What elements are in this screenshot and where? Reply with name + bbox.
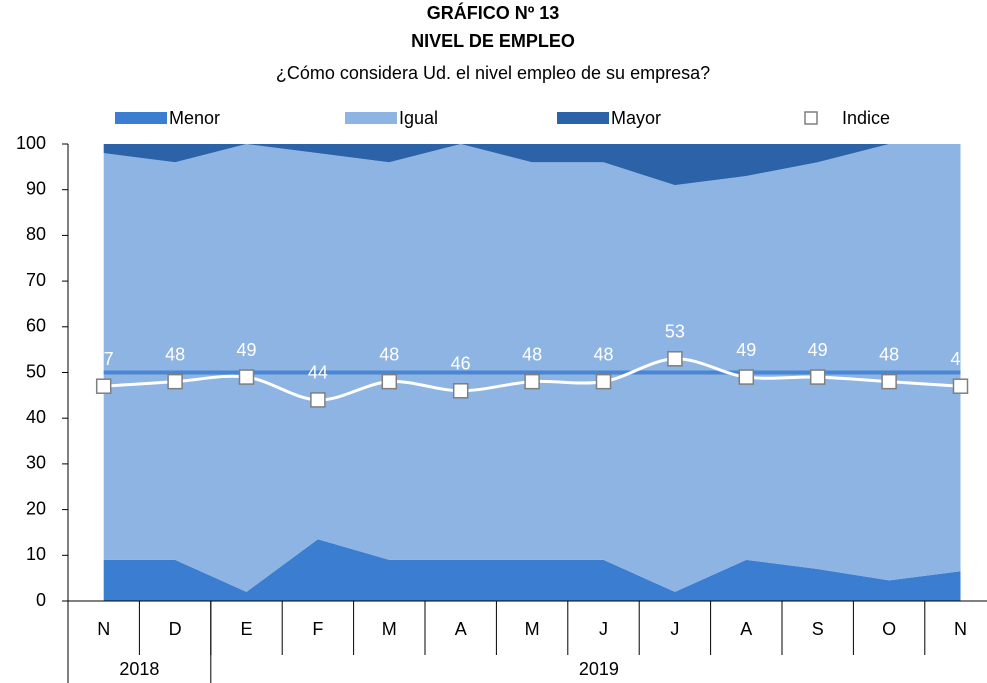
- legend-label: Indice: [842, 108, 890, 128]
- index-marker: [167, 373, 183, 390]
- y-tick-label: 20: [26, 498, 46, 518]
- data-label: 49: [236, 340, 256, 360]
- index-marker: [238, 369, 255, 385]
- legend-swatch: [345, 112, 397, 124]
- chart-subtitle: NIVEL DE EMPLEO: [411, 31, 575, 51]
- data-label: 53: [665, 322, 685, 342]
- legend-label: Mayor: [611, 108, 661, 128]
- y-tick-label: 50: [26, 361, 46, 381]
- legend-label: Menor: [169, 108, 220, 128]
- x-tick-label: F: [312, 619, 323, 639]
- index-marker: [95, 378, 112, 394]
- y-tick-label: 60: [26, 316, 46, 336]
- y-tick-label: 80: [26, 224, 46, 244]
- x-tick-label: J: [599, 619, 608, 639]
- data-label: 47: [94, 349, 114, 369]
- y-tick-label: 40: [26, 407, 46, 427]
- index-marker: [524, 373, 540, 390]
- data-label: 49: [808, 340, 828, 360]
- data-label: 44: [308, 363, 328, 383]
- y-tick-label: 90: [26, 178, 46, 198]
- x-group-label: 2018: [119, 659, 159, 679]
- index-marker: [809, 369, 826, 385]
- chart-question: ¿Cómo considera Ud. el nivel empleo de s…: [276, 63, 710, 83]
- index-marker: [738, 369, 755, 385]
- data-label: 48: [379, 344, 399, 364]
- x-tick-label: M: [525, 619, 540, 639]
- index-marker: [452, 383, 469, 399]
- legend-swatch: [115, 112, 167, 124]
- data-label: 48: [522, 344, 542, 364]
- area: [103, 144, 961, 186]
- data-label: 48: [593, 344, 613, 364]
- y-tick-label: 100: [16, 133, 46, 153]
- legend-swatch: [557, 112, 609, 124]
- x-tick-label: A: [455, 619, 467, 639]
- chart-title: GRÁFICO Nº 13: [427, 2, 560, 23]
- index-marker: [952, 378, 969, 394]
- index-marker: [381, 373, 398, 390]
- data-label: 47: [950, 349, 970, 369]
- data-label: 48: [879, 344, 899, 364]
- area: [103, 539, 961, 601]
- y-tick-label: 0: [36, 590, 46, 610]
- y-tick-label: 70: [26, 270, 46, 290]
- x-tick-label: E: [240, 619, 252, 639]
- area: [103, 144, 961, 592]
- index-marker: [310, 392, 326, 408]
- index-marker: [881, 373, 897, 390]
- x-tick-label: A: [740, 619, 752, 639]
- x-tick-label: N: [97, 619, 110, 639]
- data-label: 49: [736, 340, 756, 360]
- x-tick-label: M: [382, 619, 397, 639]
- legend-label: Igual: [399, 108, 438, 128]
- y-tick-label: 10: [26, 544, 46, 564]
- data-label: 46: [451, 354, 471, 374]
- index-marker: [667, 351, 683, 367]
- x-tick-label: O: [882, 619, 896, 639]
- x-group-label: 2019: [579, 659, 619, 679]
- index-marker: [595, 373, 612, 390]
- x-tick-label: J: [670, 619, 679, 639]
- data-label: 48: [165, 344, 185, 364]
- legend-marker: [804, 111, 818, 125]
- x-tick-label: D: [169, 619, 182, 639]
- x-tick-label: N: [954, 619, 967, 639]
- y-tick-label: 30: [26, 453, 46, 473]
- x-tick-label: S: [812, 619, 824, 639]
